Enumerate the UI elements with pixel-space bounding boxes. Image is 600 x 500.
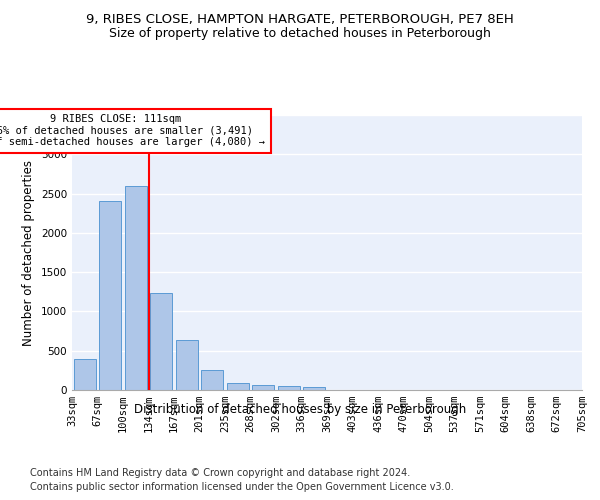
Text: Size of property relative to detached houses in Peterborough: Size of property relative to detached ho… xyxy=(109,28,491,40)
Bar xyxy=(253,386,274,390)
Bar xyxy=(227,383,248,390)
Bar xyxy=(176,340,197,390)
Y-axis label: Number of detached properties: Number of detached properties xyxy=(22,160,35,346)
Text: Distribution of detached houses by size in Peterborough: Distribution of detached houses by size … xyxy=(134,402,466,415)
Bar xyxy=(202,370,223,390)
Text: Contains public sector information licensed under the Open Government Licence v3: Contains public sector information licen… xyxy=(30,482,454,492)
Bar xyxy=(304,387,325,390)
Bar xyxy=(74,360,95,390)
Bar xyxy=(151,292,172,390)
Text: 9 RIBES CLOSE: 111sqm
← 46% of detached houses are smaller (3,491)
53% of semi-d: 9 RIBES CLOSE: 111sqm ← 46% of detached … xyxy=(0,114,265,148)
Text: Contains HM Land Registry data © Crown copyright and database right 2024.: Contains HM Land Registry data © Crown c… xyxy=(30,468,410,477)
Bar xyxy=(100,202,121,390)
Bar xyxy=(278,386,299,390)
Bar xyxy=(125,186,146,390)
Text: 9, RIBES CLOSE, HAMPTON HARGATE, PETERBOROUGH, PE7 8EH: 9, RIBES CLOSE, HAMPTON HARGATE, PETERBO… xyxy=(86,12,514,26)
